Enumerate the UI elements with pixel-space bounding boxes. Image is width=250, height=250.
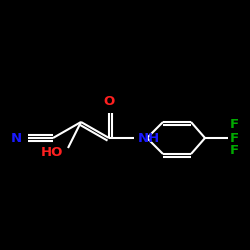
Text: F: F [230,118,239,132]
Text: HO: HO [40,146,63,160]
Text: F: F [230,144,239,158]
Text: NH: NH [138,132,160,144]
Text: F: F [230,132,239,144]
Text: N: N [11,132,22,144]
Text: O: O [104,95,115,108]
